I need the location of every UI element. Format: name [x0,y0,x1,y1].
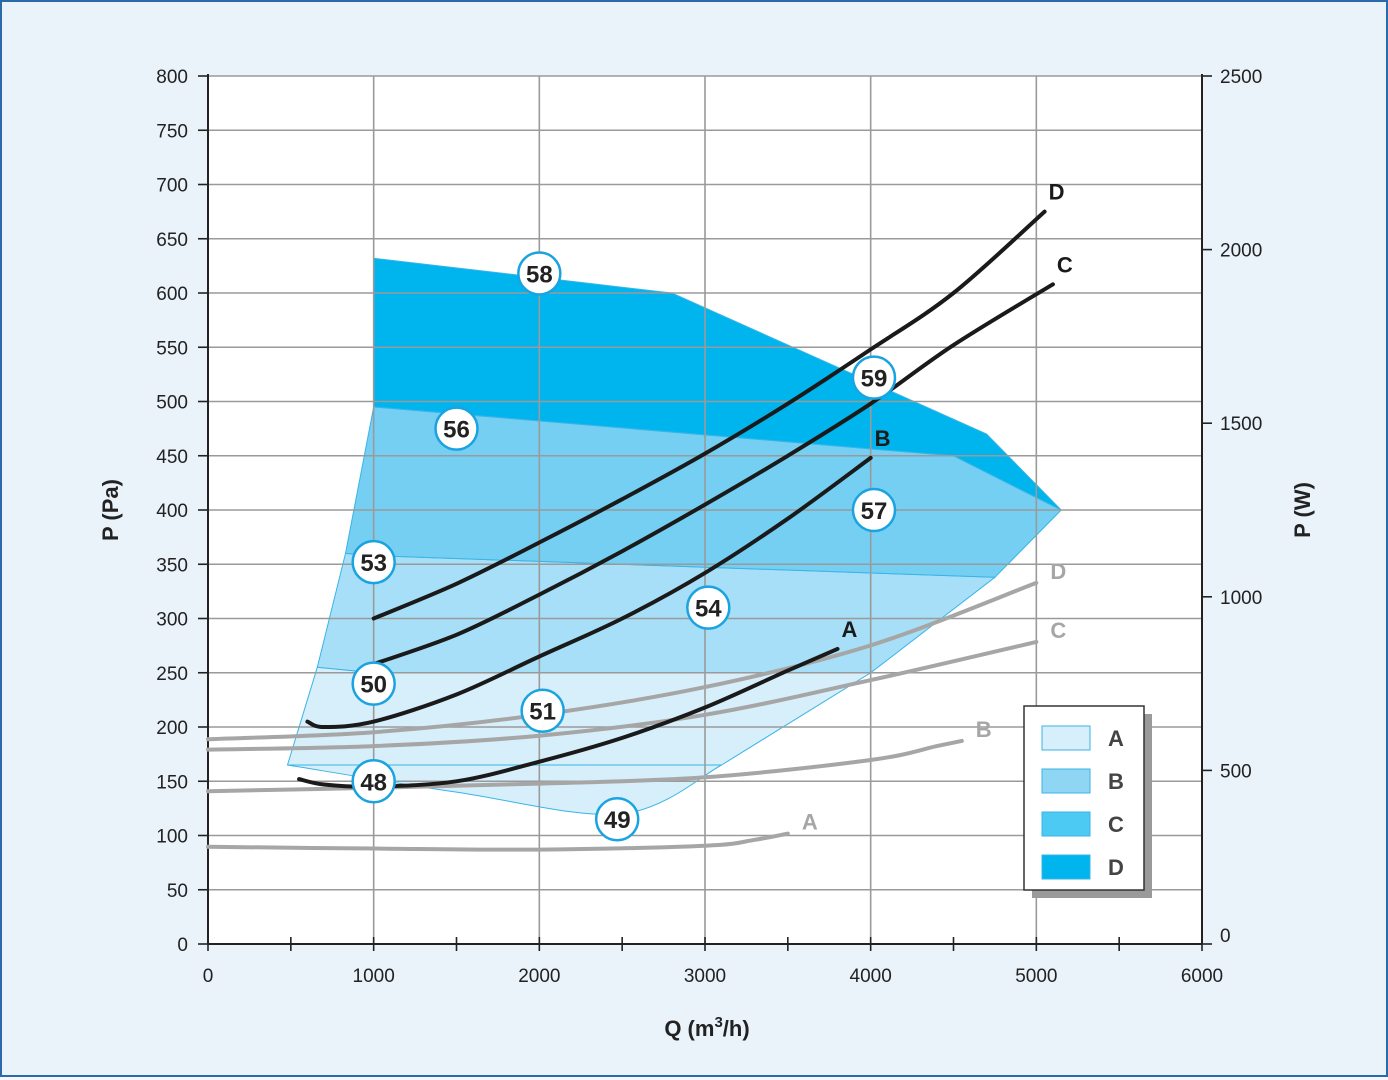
x-tick-label: 0 [203,966,214,987]
noise-marker-label: 53 [360,550,387,577]
y-left-tick-label: 350 [156,555,188,576]
noise-marker-circle [434,406,479,451]
noise-marker-label: 50 [360,672,387,699]
axis-titles: Q (m3/h) P (Pa) P (W) [98,479,1315,1041]
noise-marker-label: 56 [443,417,470,444]
noise-marker: 54 [686,585,731,630]
pressure-curve-d [371,209,1047,621]
noise-marker: 57 [851,487,897,533]
noise-marker: 50 [351,661,396,706]
noise-marker-label: 58 [526,261,553,288]
y-axis-left-title: P (Pa) [98,479,123,541]
legend-label: A [1108,726,1124,751]
power-curve-label: B [976,717,992,742]
pressure-curve-label: C [1057,252,1073,277]
x-tick-label: 1000 [353,966,395,987]
y-left-tick-label: 250 [156,664,188,685]
y-axis-right-title: P (W) [1290,482,1315,538]
power-curve-label: D [1050,559,1066,584]
tick-labels: 0 1000 2000 3000 4000 5000 6000050100150200250… [156,67,1262,987]
noise-marker-circle [851,355,897,400]
y-right-tick-label: 2000 [1220,241,1262,262]
x-tick-label: 6000 [1181,966,1223,987]
y-left-tick-label: 650 [156,230,188,251]
y-left-tick-label: 100 [156,827,188,848]
y-left-tick-label: 450 [156,447,188,468]
legend-swatch-a [1041,725,1091,751]
y-left-tick-label: 600 [156,284,188,305]
noise-marker-circle [517,251,562,296]
noise-marker-label: 59 [861,366,888,393]
power-curve-d [206,580,1039,742]
x-tick-label: 3000 [684,966,726,987]
y-right-tick-label: 1500 [1220,414,1262,435]
noise-marker: 49 [594,796,640,842]
noise-marker: 58 [517,251,562,296]
pressure-curve-b [305,455,873,730]
noise-marker-circle [520,688,565,733]
noise-marker-circle [594,796,640,842]
y-left-tick-label: 400 [156,501,188,522]
noise-marker-label: 49 [604,807,631,834]
y-left-tick-label: 700 [156,176,188,197]
noise-markers: 58 56 59 57 53 54 50 51 48 49 [351,251,897,842]
noise-marker-label: 54 [695,596,722,623]
y-left-tick-label: 50 [167,881,188,902]
noise-marker: 56 [434,406,479,451]
noise-marker: 48 [351,759,396,804]
y-left-tick-label: 300 [156,610,188,631]
noise-marker-circle [351,539,396,585]
noise-marker-circle [351,759,396,804]
y-left-tick-label: 0 [177,935,188,956]
y-right-tick-label: 0 [1220,926,1231,947]
power-curves: A B C D [206,559,1066,852]
pressure-curves: A B C D [297,180,1073,789]
noise-marker-label: 57 [861,498,888,525]
y-left-tick-label: 150 [156,772,188,793]
y-right-tick-label: 2500 [1220,67,1262,88]
noise-marker: 53 [351,539,396,585]
legend-label: D [1108,855,1124,880]
legend-label: B [1108,769,1124,794]
legend-swatch-c [1041,811,1091,837]
y-left-tick-label: 800 [156,67,188,88]
power-curve-label: A [802,810,818,835]
pressure-curve-label: D [1049,180,1065,205]
noise-marker-circle [351,661,396,706]
y-left-tick-label: 750 [156,121,188,142]
pressure-curve-c [371,282,1055,667]
y-left-tick-label: 550 [156,338,188,359]
noise-marker-circle [686,585,731,630]
pressure-curve-label: B [875,426,891,451]
noise-marker-circle [851,487,897,533]
noise-marker: 51 [520,688,565,733]
power-curve-a [206,831,790,852]
noise-marker-label: 48 [360,769,387,796]
pressure-curve-a [297,646,840,789]
x-tick-label: 5000 [1015,966,1057,987]
power-curve-c [206,639,1039,752]
x-axis-title: Q (m3/h) [664,1014,749,1041]
noise-marker-label: 51 [529,699,556,726]
power-curve-label: C [1050,618,1066,643]
y-right-tick-label: 500 [1220,761,1252,782]
x-tick-label: 4000 [850,966,892,987]
y-right-tick-label: 1000 [1220,588,1262,609]
y-left-tick-label: 500 [156,393,188,414]
noise-marker: 59 [851,355,897,400]
legend-label: C [1108,812,1124,837]
y-left-tick-label: 200 [156,718,188,739]
x-tick-label: 2000 [518,966,560,987]
legend-swatch-d [1041,854,1091,880]
legend-swatch-b [1041,768,1091,794]
pressure-curve-label: A [842,617,858,642]
axes [198,74,1212,951]
